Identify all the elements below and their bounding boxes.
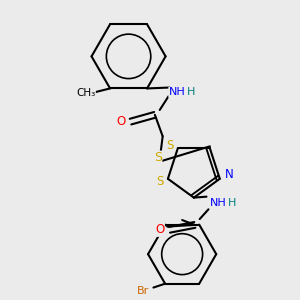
Text: O: O	[155, 223, 164, 236]
Text: S: S	[166, 139, 174, 152]
Text: NH: NH	[169, 87, 186, 98]
Text: S: S	[154, 151, 162, 164]
Text: CH₃: CH₃	[76, 88, 95, 98]
Text: Br: Br	[136, 286, 149, 296]
Text: S: S	[156, 175, 164, 188]
Text: N: N	[225, 168, 234, 182]
Text: H: H	[187, 87, 195, 98]
Text: H: H	[228, 197, 236, 208]
Text: O: O	[116, 115, 125, 128]
Text: NH: NH	[210, 197, 226, 208]
